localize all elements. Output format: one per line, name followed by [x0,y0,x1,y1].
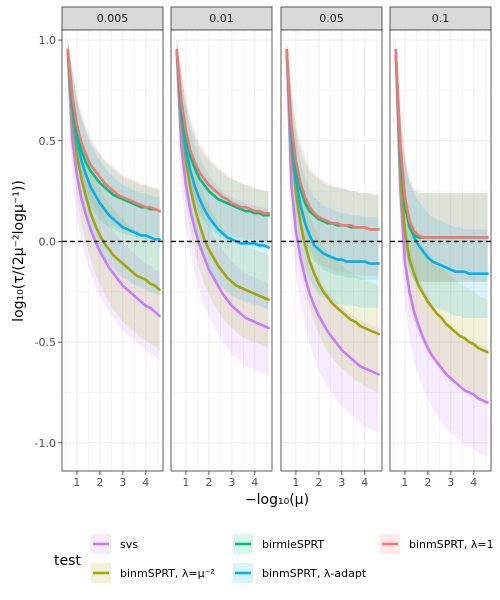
series-line-svs [175,48,270,330]
series-line-binmSPRT_1 [285,48,380,231]
legend-entry-birmleSPRT: birmleSPRT [233,534,324,554]
panel-border [389,29,492,472]
series-line-binmSPRT_adapt [66,48,161,241]
legend-entry-binmSPRT_mu2: binmSPRT, λ=μ⁻² [91,563,215,583]
series-line-svs [66,48,161,318]
facet-strip-label: 0.1 [432,12,450,25]
ribbon-svs [286,40,379,433]
legend-entry-binmSPRT_adapt: binmSPRT, λ-adapt [233,563,367,583]
ribbon-binmSPRT_1 [286,40,379,276]
x-tick-label: 1 [73,476,80,489]
axis-labels: log₁₀(τ/(2μ⁻²logμ⁻¹)) −log₁₀(μ) [11,180,309,508]
x-tick-label: 3 [119,476,126,489]
x-tick-label: 4 [361,476,368,489]
facet-strip-label: 0.01 [209,12,234,25]
x-tick-label: 3 [228,476,235,489]
x-tick-label: 4 [470,476,477,489]
x-tick-label: 1 [182,476,189,489]
legend-entry-svs: svs [91,534,138,554]
series-line-binmSPRT_mu2 [66,48,161,292]
ribbon-binmSPRT_1 [176,40,269,242]
x-tick-label: 1 [292,476,299,489]
panel-border [61,29,164,472]
x-axis-title: −log₁₀(μ) [245,492,309,508]
x-tick-label: 4 [251,476,258,489]
x-tick-label: 2 [205,476,212,489]
legend: test svs binmSPRT, λ=μ⁻² birmleSPRT binmSPR… [54,534,494,583]
legend-label: binmSPRT, λ=μ⁻² [120,567,215,580]
ribbon-binmSPRT_adapt [67,40,160,296]
panel-border [280,29,383,472]
y-axis-title: log₁₀(τ/(2μ⁻²logμ⁻¹)) [11,180,27,322]
ribbon-svs [176,40,269,377]
legend-label: svs [120,538,138,551]
legend-label: binmSPRT, λ=1 [409,538,494,551]
facet-strip-label: 0.005 [97,12,129,25]
facet-panel-2: 0.05 1 2 3 4 [280,6,383,489]
series-line-binmSPRT_adapt [285,48,380,265]
facet-panel-0: 0.005 1 2 3 4 -1.0 -0.5 0.0 0.5 1.0 [35,6,164,489]
x-tick-label: 1 [401,476,408,489]
ribbon-birmleSPRT [395,40,488,282]
series-line-svs [285,48,380,376]
grid [62,30,163,471]
grid [281,30,382,471]
y-tick-label: -0.5 [35,336,56,349]
series-line-binmSPRT_adapt [175,48,270,249]
panels: 0.005 1 2 3 4 -1.0 -0.5 0.0 0.5 1.0 0.01 1 2 3 4 0.05 1 2… [35,6,492,489]
legend-label: birmleSPRT [262,538,324,551]
ribbon-binmSPRT_mu2 [176,40,269,349]
x-tick-label: 4 [142,476,149,489]
ribbon-binmSPRT_mu2 [395,40,488,405]
series-line-binmSPRT_mu2 [285,48,380,336]
facet-panel-1: 0.01 1 2 3 4 [170,6,273,489]
series-line-binmSPRT_1 [66,48,161,213]
series-line-binmSPRT_1 [394,48,489,239]
ribbon-svs [395,40,488,457]
series-line-binmSPRT_mu2 [175,48,270,302]
ribbon-binmSPRT_mu2 [286,40,379,393]
x-tick-label: 2 [96,476,103,489]
y-tick-label: 1.0 [39,34,57,47]
series-line-birmleSPRT [175,48,270,217]
ribbon-binmSPRT_mu2 [67,40,160,351]
y-tick-label: 0.0 [39,235,57,248]
legend-label: binmSPRT, λ-adapt [262,567,367,580]
x-tick-label: 2 [424,476,431,489]
ribbon-binmSPRT_adapt [395,40,488,318]
panel-content [394,40,489,457]
x-tick-label: 2 [315,476,322,489]
ribbon-svs [67,40,160,361]
series-line-binmSPRT_mu2 [394,48,489,354]
ribbon-birmleSPRT [286,40,379,280]
y-tick-label: 0.5 [39,135,57,148]
ribbon-binmSPRT_1 [395,40,488,282]
facet-panel-3: 0.1 1 2 3 4 [389,6,492,489]
panel-content [66,40,161,361]
x-tick-label: 3 [447,476,454,489]
panel-border [170,29,273,472]
series-line-svs [394,48,489,404]
y-tick-label: -1.0 [35,437,56,450]
x-tick-label: 3 [338,476,345,489]
series-line-binmSPRT_1 [175,48,270,215]
legend-entry-binmSPRT_1: binmSPRT, λ=1 [380,534,494,554]
legend-title: test [54,553,81,569]
panel-content [175,40,270,377]
facet-strip-label: 0.05 [319,12,344,25]
